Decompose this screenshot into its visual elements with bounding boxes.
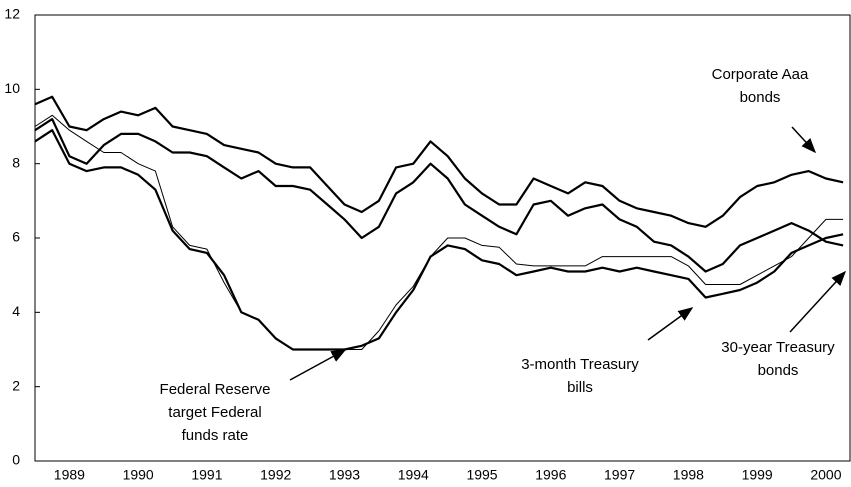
- series-label: 3-month Treasury: [521, 356, 639, 373]
- series-label: bills: [567, 379, 593, 396]
- arrow: [289, 349, 347, 381]
- x-tick-label: 1996: [535, 467, 566, 483]
- x-tick-label: 1991: [191, 467, 222, 483]
- series-line: [34, 118, 844, 273]
- series-label: Federal Reserve: [160, 381, 271, 398]
- series-label: Corporate Aaa: [712, 66, 809, 83]
- series-line: [34, 129, 844, 351]
- y-tick-label: 12: [4, 6, 20, 22]
- x-tick-label: 1989: [54, 467, 85, 483]
- series-line: [34, 114, 844, 350]
- series-label: 30-year Treasury: [721, 339, 835, 356]
- series-label: funds rate: [182, 427, 249, 444]
- series-label: bonds: [758, 362, 799, 379]
- x-tick-label: 1992: [260, 467, 291, 483]
- x-tick-label: 1994: [398, 467, 429, 483]
- x-tick-label: 1995: [466, 467, 497, 483]
- x-tick-label: 1998: [673, 467, 704, 483]
- series-label: bonds: [740, 89, 781, 106]
- x-tick-label: 1997: [604, 467, 635, 483]
- y-tick-label: 2: [12, 377, 20, 393]
- y-tick-label: 8: [12, 154, 20, 170]
- series-line: [34, 95, 844, 228]
- arrow: [789, 270, 847, 333]
- x-tick-label: 1993: [329, 467, 360, 483]
- y-tick-label: 10: [4, 80, 20, 96]
- y-tick-label: 6: [12, 229, 20, 245]
- y-tick-label: 0: [12, 452, 20, 468]
- x-tick-label: 1990: [123, 467, 154, 483]
- y-tick-label: 4: [12, 303, 20, 319]
- series-label: target Federal: [168, 404, 261, 421]
- x-tick-label: 1999: [742, 467, 773, 483]
- arrow: [791, 126, 817, 154]
- x-tick-label: 2000: [810, 467, 841, 483]
- arrow: [647, 307, 694, 341]
- arrows: [289, 126, 847, 381]
